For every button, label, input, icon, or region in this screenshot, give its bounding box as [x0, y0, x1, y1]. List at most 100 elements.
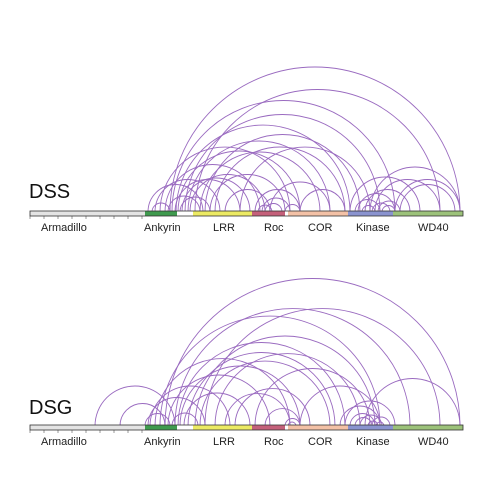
- interaction-arc: [344, 400, 396, 427]
- interaction-arc: [364, 378, 461, 427]
- arcs-dsg: [94, 278, 461, 427]
- domain-segment-wd40: [393, 425, 463, 430]
- interaction-arc: [349, 176, 421, 213]
- domain-track-dss: [29, 210, 464, 219]
- domain-segment-ankyrin: [145, 425, 177, 430]
- interaction-arc: [171, 412, 199, 427]
- track-outline: [29, 424, 464, 431]
- interaction-arc: [284, 418, 301, 427]
- domain-label-wd40: WD40: [418, 436, 449, 448]
- domain-label-cor: COR: [308, 436, 333, 448]
- interaction-arc: [174, 179, 241, 213]
- interaction-arc: [357, 193, 396, 213]
- interaction-arc: [284, 204, 301, 213]
- interaction-arc: [154, 358, 291, 427]
- interaction-arc: [175, 124, 351, 213]
- domain-label-kinase: Kinase: [356, 436, 390, 448]
- interaction-arc: [371, 416, 391, 427]
- interaction-arc: [199, 360, 331, 427]
- domain-label-roc: Roc: [264, 222, 284, 234]
- domain-segment-cor: [288, 425, 348, 430]
- domain-label-cor: COR: [308, 222, 333, 234]
- interaction-arc: [164, 278, 461, 427]
- interaction-arc: [364, 189, 411, 213]
- interaction-arc: [209, 174, 286, 213]
- interaction-arc: [149, 385, 231, 427]
- interaction-arc: [254, 368, 371, 427]
- interaction-arc: [179, 365, 301, 427]
- interaction-arc: [224, 393, 291, 427]
- interaction-arc: [167, 195, 201, 213]
- panel-label-dsg: DSG: [29, 397, 72, 419]
- interaction-arc: [194, 335, 376, 427]
- domain-segment-lrr: [193, 425, 252, 430]
- domain-segment-wd40: [393, 211, 463, 216]
- interaction-arc: [257, 204, 273, 213]
- domain-track-dsg: [29, 424, 464, 433]
- domain-label-wd40: WD40: [418, 222, 449, 234]
- domain-segment-lrr: [193, 211, 252, 216]
- interaction-arc: [174, 308, 411, 427]
- interaction-arc: [234, 388, 311, 427]
- interaction-arc: [177, 150, 301, 213]
- interaction-arc: [264, 408, 301, 427]
- interaction-arc: [299, 385, 381, 427]
- domain-segment-roc: [252, 211, 285, 216]
- panel-dsg: DSG Armadillo Ankyrin LRR Roc COR Kinase…: [29, 278, 464, 448]
- domain-labels-dsg: Armadillo Ankyrin LRR Roc COR Kinase WD4…: [41, 436, 449, 448]
- interaction-arc: [394, 179, 461, 213]
- panel-dss: DSS Armadillo Ankyrin LRR Roc COR Kinase…: [29, 66, 464, 234]
- interaction-arc: [264, 203, 283, 213]
- interaction-arc: [167, 374, 271, 427]
- interaction-arc: [169, 66, 461, 213]
- domain-segment-kinase: [348, 211, 393, 216]
- interaction-arc: [214, 146, 346, 213]
- interaction-arc: [187, 140, 331, 213]
- domain-label-armadillo: Armadillo: [41, 436, 87, 448]
- domain-segment-kinase: [348, 425, 393, 430]
- interaction-arc: [261, 197, 291, 213]
- interaction-arc: [214, 353, 361, 427]
- domain-label-armadillo: Armadillo: [41, 222, 87, 234]
- panel-label-dss: DSS: [29, 181, 70, 203]
- interaction-arc: [119, 403, 166, 427]
- domain-label-roc: Roc: [264, 436, 284, 448]
- domain-segment-ankyrin: [145, 211, 177, 216]
- domain-segment-cor: [288, 211, 348, 216]
- interaction-arc: [187, 352, 336, 427]
- interaction-arc: [183, 392, 251, 427]
- interaction-arc: [204, 308, 441, 427]
- arcs-dss: [147, 66, 461, 213]
- domain-segment-roc: [252, 425, 285, 430]
- interaction-arc: [94, 385, 176, 427]
- interaction-arc: [371, 202, 391, 213]
- interaction-arc: [377, 200, 401, 213]
- track-outline: [29, 210, 464, 217]
- interaction-arc: [177, 342, 346, 427]
- interaction-arc: [239, 146, 371, 213]
- interaction-arc: [299, 189, 346, 213]
- interaction-arc: [224, 189, 271, 213]
- interaction-arc: [181, 177, 251, 213]
- domain-label-lrr: LRR: [213, 222, 235, 234]
- interaction-arc: [254, 189, 301, 213]
- interaction-arc: [204, 134, 361, 213]
- interaction-arc: [369, 166, 461, 213]
- interaction-arc: [184, 114, 381, 213]
- domain-label-kinase: Kinase: [356, 222, 390, 234]
- interaction-arc: [269, 181, 331, 213]
- domain-label-ankyrin: Ankyrin: [144, 222, 181, 234]
- interaction-arc: [159, 315, 381, 427]
- domain-labels-dss: Armadillo Ankyrin LRR Roc COR Kinase WD4…: [41, 222, 449, 234]
- domain-label-ankyrin: Ankyrin: [144, 436, 181, 448]
- interaction-arc: [399, 184, 456, 213]
- domain-segment-armadillo: [30, 425, 145, 430]
- interaction-arc: [179, 196, 211, 213]
- interaction-arc: [374, 179, 441, 213]
- interaction-arc: [159, 146, 291, 213]
- interaction-arc: [194, 89, 441, 213]
- domain-segment-armadillo: [30, 211, 145, 216]
- interaction-arc: [164, 164, 261, 213]
- interaction-arc: [171, 100, 396, 213]
